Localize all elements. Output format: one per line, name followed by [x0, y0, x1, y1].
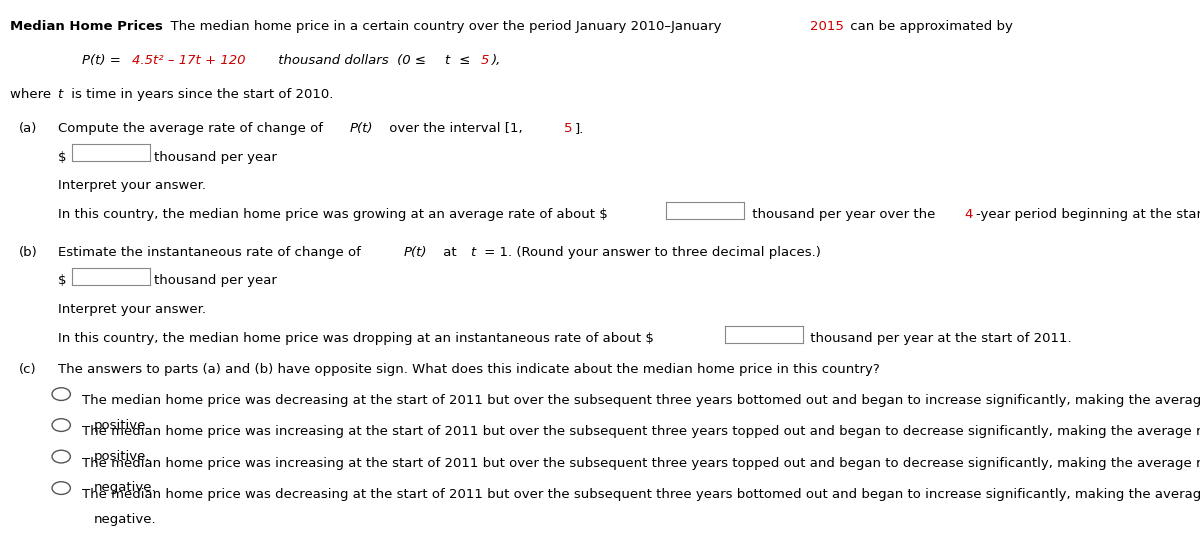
Text: = 1. (Round your answer to three decimal places.): = 1. (Round your answer to three decimal…	[480, 246, 821, 258]
Text: 5: 5	[481, 54, 490, 67]
Text: thousand per year over the: thousand per year over the	[748, 208, 940, 221]
Text: $: $	[58, 274, 66, 287]
Text: over the interval [1,: over the interval [1,	[385, 122, 527, 135]
Text: (b): (b)	[19, 246, 38, 258]
Text: The median home price was increasing at the start of 2011 but over the subsequen: The median home price was increasing at …	[82, 457, 1200, 469]
Text: P(t) =: P(t) =	[82, 54, 125, 67]
Text: (a): (a)	[19, 122, 37, 135]
Text: P(t): P(t)	[403, 246, 427, 258]
Text: -year period beginning at the start of 2011.: -year period beginning at the start of 2…	[976, 208, 1200, 221]
Text: can be approximated by: can be approximated by	[846, 20, 1013, 33]
Text: t: t	[58, 88, 62, 100]
Text: In this country, the median home price was dropping at an instantaneous rate of : In this country, the median home price w…	[58, 332, 654, 345]
Text: positive.: positive.	[94, 419, 150, 431]
Text: t: t	[444, 54, 449, 67]
Text: 4: 4	[965, 208, 973, 221]
Text: The median home price was increasing at the start of 2011 but over the subsequen: The median home price was increasing at …	[82, 425, 1200, 438]
Text: ≤: ≤	[455, 54, 474, 67]
Text: thousand dollars  (0 ≤: thousand dollars (0 ≤	[274, 54, 430, 67]
Text: Interpret your answer.: Interpret your answer.	[58, 179, 205, 192]
Text: negative.: negative.	[94, 513, 156, 525]
Text: In this country, the median home price was growing at an average rate of about $: In this country, the median home price w…	[58, 208, 607, 221]
Text: at: at	[439, 246, 461, 258]
Text: Compute the average rate of change of: Compute the average rate of change of	[58, 122, 326, 135]
Text: (c): (c)	[19, 363, 37, 376]
Text: Interpret your answer.: Interpret your answer.	[58, 303, 205, 316]
Text: t: t	[470, 246, 475, 258]
Text: ].: ].	[575, 122, 584, 135]
Text: Estimate the instantaneous rate of change of: Estimate the instantaneous rate of chang…	[58, 246, 365, 258]
Text: thousand per year at the start of 2011.: thousand per year at the start of 2011.	[806, 332, 1072, 345]
Text: is time in years since the start of 2010.: is time in years since the start of 2010…	[67, 88, 334, 100]
Text: Median Home Prices: Median Home Prices	[10, 20, 162, 33]
Text: P(t): P(t)	[349, 122, 373, 135]
Text: The median home price was decreasing at the start of 2011 but over the subsequen: The median home price was decreasing at …	[82, 488, 1200, 501]
Text: $: $	[58, 151, 66, 163]
Text: negative.: negative.	[94, 481, 156, 494]
Text: 2015: 2015	[810, 20, 844, 33]
Text: 4.5t² – 17t + 120: 4.5t² – 17t + 120	[132, 54, 246, 67]
Text: thousand per year: thousand per year	[154, 274, 276, 287]
Text: positive.: positive.	[94, 450, 150, 462]
Text: thousand per year: thousand per year	[154, 151, 276, 163]
Text: The median home price in a certain country over the period January 2010–January: The median home price in a certain count…	[162, 20, 726, 33]
Text: where: where	[10, 88, 55, 100]
Text: The median home price was decreasing at the start of 2011 but over the subsequen: The median home price was decreasing at …	[82, 394, 1200, 407]
Text: ),: ),	[492, 54, 502, 67]
Text: 5: 5	[564, 122, 572, 135]
Text: The answers to parts (a) and (b) have opposite sign. What does this indicate abo: The answers to parts (a) and (b) have op…	[58, 363, 880, 376]
